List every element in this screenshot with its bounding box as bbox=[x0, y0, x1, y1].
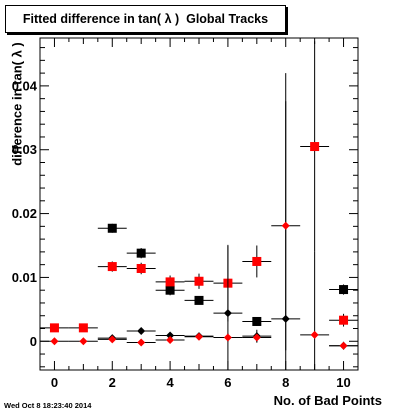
data-point-square bbox=[107, 223, 117, 233]
data-point-square bbox=[165, 285, 175, 295]
data-point-diamond bbox=[137, 338, 146, 347]
data-point-diamond bbox=[223, 333, 232, 342]
data-point-square bbox=[165, 277, 175, 287]
y-axis-label: difference in tan( λ ) bbox=[9, 42, 25, 166]
data-point-diamond bbox=[79, 337, 88, 346]
data-point-square bbox=[252, 316, 262, 326]
y-tick-label: 0.02 bbox=[12, 206, 37, 221]
data-point-diamond bbox=[166, 331, 175, 340]
data-point-square bbox=[136, 263, 146, 273]
x-tick-label: 4 bbox=[166, 375, 174, 390]
data-point-diamond bbox=[195, 332, 203, 341]
data-point-square bbox=[194, 295, 204, 305]
data-point-diamond bbox=[223, 309, 232, 318]
data-point-square bbox=[310, 142, 320, 152]
data-point-square bbox=[339, 315, 349, 325]
x-tick-label: 2 bbox=[109, 375, 116, 390]
data-point-square bbox=[194, 276, 204, 286]
data-point-square bbox=[339, 285, 349, 295]
x-tick-label: 6 bbox=[224, 375, 231, 390]
timestamp: Wed Oct 8 18:23:40 2014 bbox=[4, 401, 92, 410]
y-tick-label: 0.04 bbox=[12, 78, 38, 93]
x-tick-label: 0 bbox=[51, 375, 58, 390]
data-point-diamond bbox=[310, 330, 319, 339]
chart-title: Fitted difference in tan( λ ) Global Tra… bbox=[22, 12, 269, 26]
chart-title-box: Fitted difference in tan( λ ) Global Tra… bbox=[5, 5, 286, 33]
data-point-square bbox=[136, 248, 146, 258]
data-point-square bbox=[78, 323, 88, 333]
data-point-diamond bbox=[339, 341, 348, 350]
axes: 0 2 4 6 8 10 0 0.01 0.02 0.03 0.04 bbox=[12, 38, 358, 390]
x-axis-label: No. of Bad Points bbox=[273, 393, 382, 408]
data-point-square bbox=[49, 323, 59, 333]
data-point-diamond bbox=[50, 337, 59, 346]
data-point-diamond bbox=[108, 335, 117, 344]
plot-frame bbox=[39, 37, 359, 371]
y-tick-label: 0.01 bbox=[12, 270, 37, 285]
y-tick-label: 0.03 bbox=[12, 142, 37, 157]
x-tick-label: 8 bbox=[282, 375, 289, 390]
data-point-diamond bbox=[137, 327, 146, 336]
data-marks bbox=[40, 41, 358, 370]
data-point-diamond bbox=[166, 335, 175, 344]
data-point-square bbox=[252, 256, 262, 266]
data-point-diamond bbox=[281, 221, 290, 230]
data-point-diamond bbox=[252, 333, 261, 342]
x-tick-label: 10 bbox=[336, 375, 350, 390]
y-tick-label: 0 bbox=[30, 334, 37, 349]
data-point-square bbox=[107, 262, 117, 272]
